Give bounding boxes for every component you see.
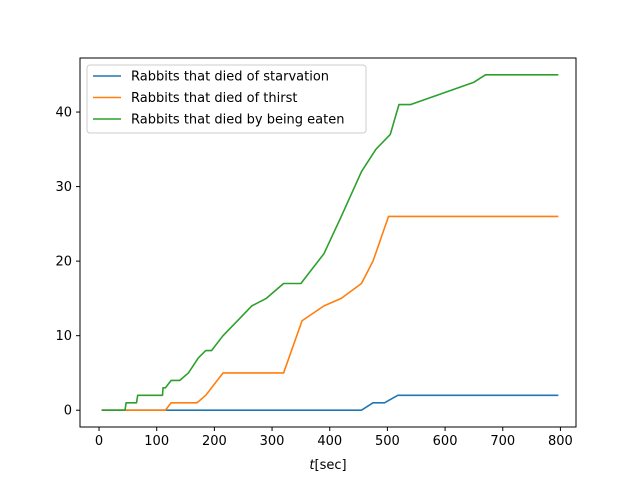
y-axis-ticks: 0 10 20 30 40: [55, 106, 80, 419]
series-line-3: [101, 73, 559, 412]
legend: Rabbits that died of starvation Rabbits t…: [86, 64, 367, 134]
y-tick-label: 10: [55, 329, 72, 344]
x-tick-label: 700: [490, 434, 515, 449]
x-tick-label: 300: [260, 434, 285, 449]
y-tick-label: 0: [64, 404, 72, 419]
y-tick-label: 20: [55, 255, 72, 270]
x-tick-label: 400: [317, 434, 342, 449]
x-axis-ticks: 0 100 200 300 400 500 600 700 800: [95, 427, 573, 449]
y-tick-label: 40: [55, 106, 72, 121]
x-tick-label: 0: [95, 434, 103, 449]
x-tick-label: 500: [375, 434, 400, 449]
legend-label-2: Rabbits that died of thirst: [131, 91, 297, 106]
x-tick-label: 200: [202, 434, 227, 449]
x-axis-title: t[sec]: [309, 458, 346, 473]
legend-label-3: Rabbits that died by being eaten: [131, 113, 344, 128]
legend-label-1: Rabbits that died of starvation: [131, 70, 329, 85]
series-layer: [101, 73, 559, 412]
x-tick-label: 100: [144, 434, 169, 449]
y-tick-label: 30: [55, 180, 72, 195]
series-line-1: [101, 394, 559, 412]
legend-frame: [86, 64, 367, 134]
x-tick-label: 800: [548, 434, 573, 449]
plot-area-frame: [79, 57, 577, 428]
series-line-2: [101, 215, 559, 412]
x-tick-label: 600: [433, 434, 458, 449]
